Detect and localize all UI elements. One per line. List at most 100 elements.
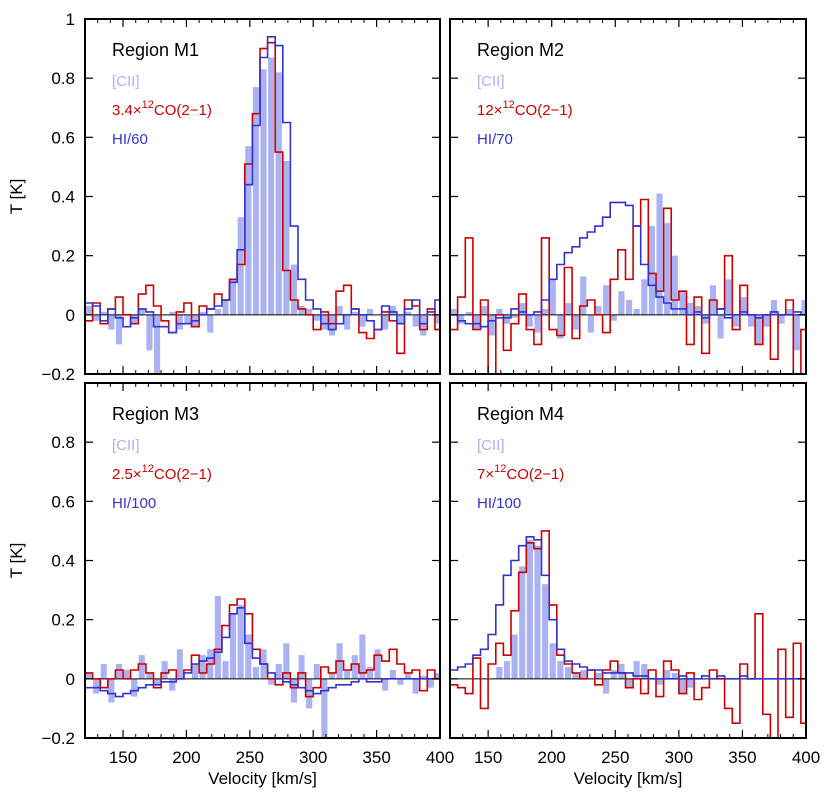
- cii-bar: [328, 314, 336, 336]
- x-tick-label: 200: [172, 748, 200, 767]
- cii-bar: [641, 279, 648, 315]
- cii-bar: [587, 314, 594, 333]
- cii-bar: [526, 539, 533, 679]
- legend-text: CO(2−1): [154, 102, 212, 119]
- cii-bar: [93, 678, 100, 694]
- cii-bar: [275, 72, 282, 315]
- cii-bar: [306, 308, 313, 315]
- cii-bar: [717, 314, 724, 339]
- legend-text: CO(2−1): [515, 102, 573, 119]
- cii-bar: [534, 545, 541, 679]
- cii-bar: [214, 308, 221, 315]
- region-title: Region M2: [477, 40, 564, 60]
- cii-bar: [481, 305, 488, 315]
- y-tick-label: 0: [66, 670, 75, 689]
- cii-bar: [169, 311, 176, 315]
- co-line: [450, 198, 806, 374]
- y-tick-label: 0.6: [51, 128, 75, 147]
- region-title: Region M4: [477, 404, 564, 424]
- cii-bar: [564, 667, 572, 679]
- cii-bar: [214, 596, 221, 679]
- cii-bar: [625, 300, 633, 315]
- legend-entry: 2.5×12CO(2−1): [112, 463, 212, 483]
- cii-bar: [397, 678, 404, 685]
- cii-bar: [298, 305, 305, 315]
- legend-entry: 7×12CO(2−1): [477, 463, 564, 483]
- cii-bar: [85, 305, 92, 315]
- hi-line: [450, 201, 806, 328]
- cii-bar: [153, 314, 161, 374]
- cii-bar: [123, 669, 130, 679]
- cii-bar: [465, 311, 472, 315]
- cii-bar: [138, 308, 145, 315]
- legend-text: HI/100: [112, 495, 156, 512]
- cii-bar: [542, 584, 549, 679]
- x-tick-label: 400: [792, 748, 820, 767]
- legend-text: [CII]: [112, 73, 140, 90]
- cii-bar: [671, 672, 678, 679]
- cii-bar: [786, 308, 793, 315]
- y-tick-label: −0.2: [41, 365, 75, 384]
- cii-bar: [321, 678, 328, 738]
- y-tick-label: 0.4: [51, 188, 75, 207]
- x-tick-label: 300: [299, 748, 327, 767]
- cii-bar: [412, 314, 419, 327]
- cii-bar: [306, 678, 313, 709]
- cii-bar: [572, 672, 579, 679]
- cii-bar: [763, 314, 770, 327]
- cii-bar: [694, 305, 701, 315]
- cii-bar: [366, 308, 374, 315]
- cii-bar: [382, 314, 389, 330]
- panel-1-plot-area: [85, 36, 440, 374]
- cii-bar: [580, 669, 587, 679]
- cii-bar: [268, 678, 275, 685]
- cii-bar: [595, 672, 602, 679]
- cii-bar: [496, 308, 503, 315]
- cii-bar: [138, 655, 145, 679]
- legend-entry: [CII]: [477, 437, 505, 454]
- y-tick-label: 0.4: [51, 552, 75, 571]
- legend-text: [CII]: [477, 437, 505, 454]
- cii-bar: [450, 308, 457, 315]
- cii-bar: [549, 643, 556, 679]
- legend-entry: [CII]: [112, 437, 140, 454]
- cii-bar: [184, 314, 191, 324]
- cii-bar: [199, 655, 206, 679]
- cii-bar: [131, 678, 138, 697]
- x-tick-label: 250: [236, 748, 264, 767]
- cii-bar: [557, 661, 564, 679]
- legend-entry: HI/60: [112, 131, 148, 148]
- cii-bar: [625, 678, 633, 688]
- cii-bar: [732, 314, 739, 327]
- legend-entry: 12×12CO(2−1): [477, 99, 573, 119]
- legend-text: [CII]: [112, 437, 140, 454]
- y-tick-label: 1: [66, 10, 75, 29]
- cii-bar: [290, 678, 297, 703]
- cii-bar: [268, 57, 275, 315]
- legend-text: HI/60: [112, 131, 148, 148]
- cii-bar: [344, 314, 351, 330]
- legend-text: CO(2−1): [506, 466, 564, 483]
- y-axis-label: T [K]: [7, 179, 26, 215]
- y-tick-label: 0: [66, 306, 75, 325]
- legend-text: 12×: [477, 102, 502, 119]
- cii-bar: [374, 649, 381, 679]
- legend-entry: [CII]: [477, 73, 505, 90]
- cii-bar: [252, 667, 259, 679]
- cii-bar: [458, 314, 465, 324]
- cii-bar: [633, 308, 640, 315]
- cii-bar: [108, 314, 115, 330]
- cii-bar: [770, 300, 778, 315]
- legend-superscript: 12: [494, 463, 506, 475]
- cii-bar: [389, 305, 396, 315]
- cii-bar: [298, 655, 305, 679]
- cii-bar: [115, 314, 123, 345]
- cii-bar: [169, 678, 176, 691]
- legend-entry: [CII]: [112, 73, 140, 90]
- cii-bar: [93, 314, 100, 321]
- legend-text: [CII]: [477, 73, 505, 90]
- cii-bar: [610, 314, 617, 321]
- legend-entry: 3.4×12CO(2−1): [112, 99, 212, 119]
- cii-bar: [519, 303, 526, 315]
- cii-bar: [618, 664, 625, 679]
